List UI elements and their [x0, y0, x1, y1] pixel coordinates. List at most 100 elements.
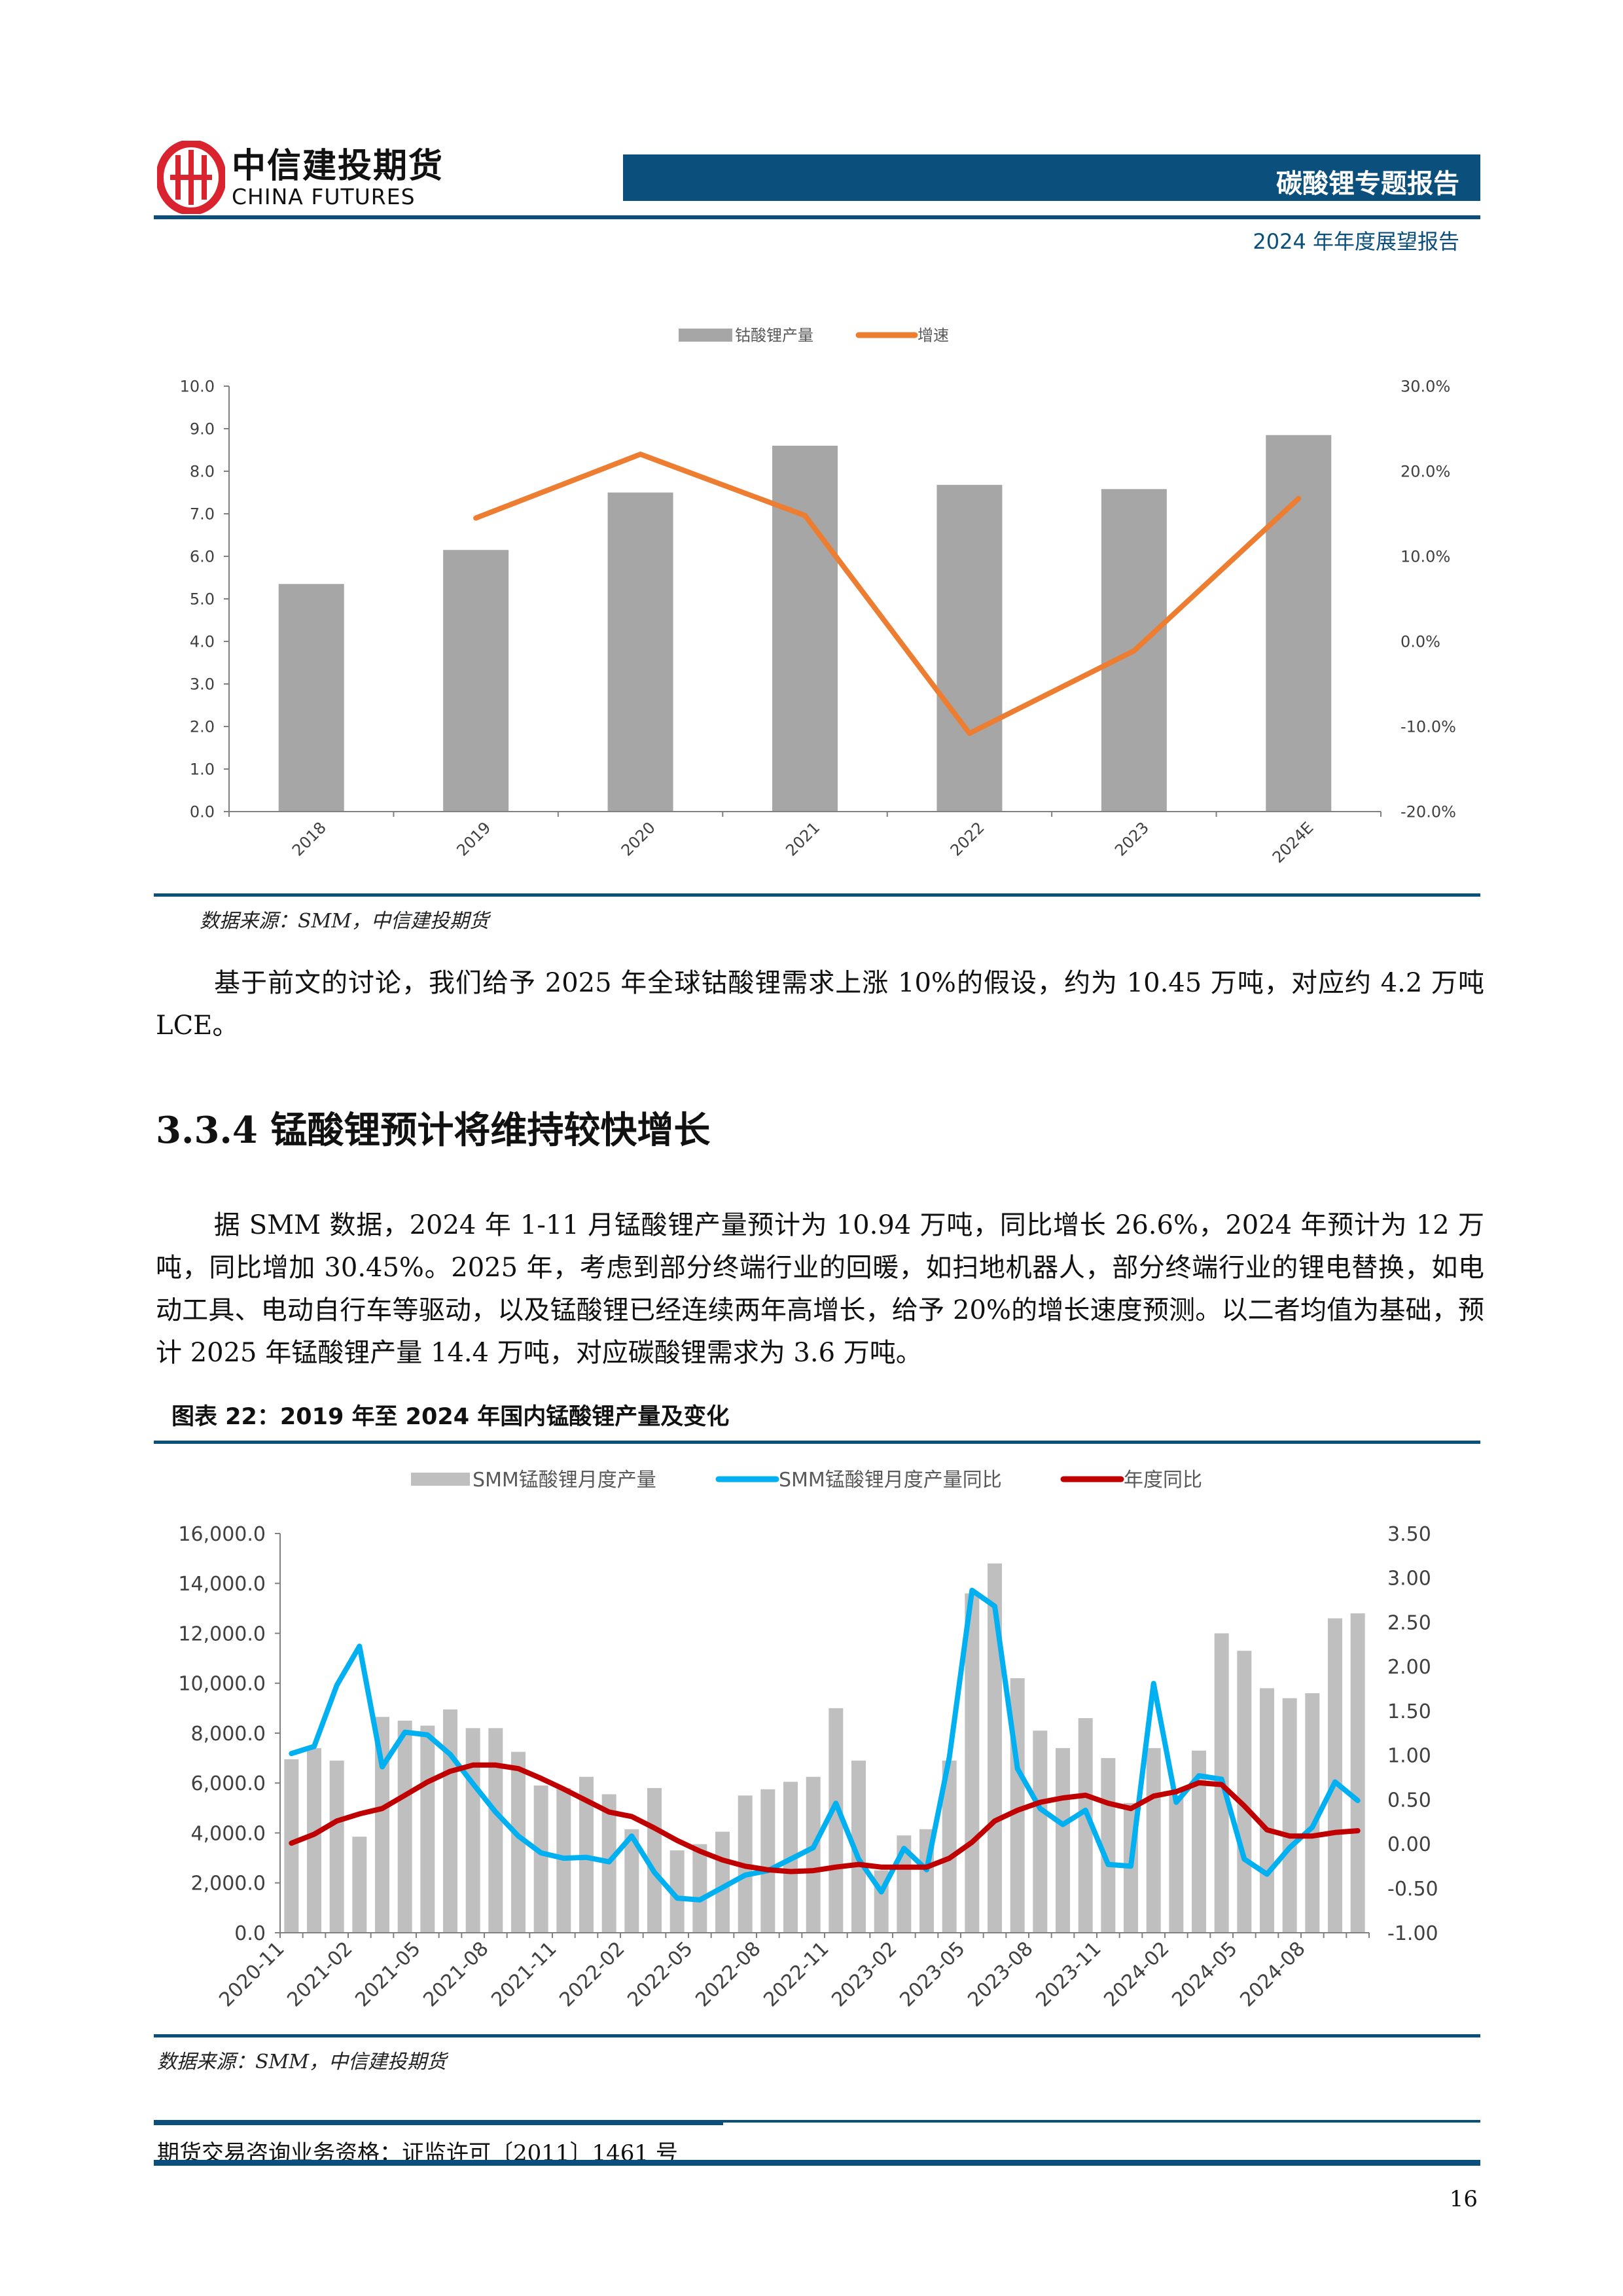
chart1-source: 数据来源：SMM，中信建投期货: [200, 910, 489, 933]
y2-tick-label: -10.0%: [1400, 718, 1456, 736]
y-tick-label: 6,000.0: [190, 1772, 266, 1795]
header-rule: [154, 215, 1480, 219]
y2-tick-label: -0.50: [1387, 1878, 1438, 1901]
bar: [307, 1748, 321, 1933]
bar: [511, 1751, 526, 1933]
bar: [1305, 1693, 1320, 1933]
y-tick-label: 4.0: [190, 633, 215, 651]
bar: [443, 550, 509, 812]
y-tick-label: 0.0: [190, 803, 215, 821]
series-line: [473, 452, 1302, 736]
bar: [1266, 435, 1332, 812]
report-type: 碳酸锂专题报告: [1276, 169, 1459, 199]
y2-tick-label: -1.00: [1387, 1922, 1438, 1945]
x-tick-label: 2022-08: [691, 1937, 765, 2011]
legend-label: 年度同比: [1124, 1469, 1202, 1492]
lithium-cobaltate-chart: 钴酸锂产量 增速 0.0 1.0 2.0 3.0 4.0 5.0 6.0 7.0 8.0 9.0 10.…: [180, 327, 1456, 867]
bar: [692, 1844, 707, 1933]
bar: [1282, 1698, 1297, 1933]
y-tick-label: 3.0: [190, 675, 215, 694]
bar: [851, 1760, 866, 1933]
y2-tick-label: 3.50: [1387, 1523, 1431, 1546]
y2-tick-label: 1.50: [1387, 1700, 1431, 1723]
legend-label: 钴酸锂产量: [735, 327, 813, 345]
y-tick-label: 8,000.0: [190, 1723, 266, 1746]
x-tick-label: 2022: [947, 818, 988, 859]
paragraph-1-text: 基于前文的讨论，我们给予 2025 年全球钴酸锂需求上涨 10%的假设，约为 1…: [156, 968, 1484, 1041]
y-tick-label: 1.0: [190, 761, 215, 779]
y-tick-label: 9.0: [190, 420, 215, 439]
bar: [465, 1728, 480, 1933]
y2-tick-label: 20.0%: [1400, 463, 1450, 481]
bar: [1192, 1750, 1206, 1933]
paragraph-1: 基于前文的讨论，我们给予 2025 年全球钴酸锂需求上涨 10%的假设，约为 1…: [156, 962, 1484, 1047]
y-tick-label: 7.0: [190, 505, 215, 524]
x-tick-label: 2023: [1111, 818, 1152, 859]
x-tick-label: 2024-08: [1236, 1937, 1310, 2011]
y-tick-label: 14,000.0: [178, 1573, 266, 1596]
y-tick-label: 2.0: [190, 718, 215, 736]
bar: [1056, 1748, 1070, 1933]
chart2-bottom-rule: [154, 2034, 1480, 2037]
x-tick-label: 2018: [289, 818, 330, 859]
section-heading: 3.3.4 锰酸锂预计将维持较快增长: [156, 1109, 711, 1152]
y2-tick-label: 0.50: [1387, 1789, 1431, 1812]
logo-en-text: CHINA FUTURES: [232, 184, 416, 209]
bar: [988, 1563, 1002, 1933]
legend-label: SMM锰酸锂月度产量同比: [779, 1469, 1002, 1492]
y2-tick-label: 2.50: [1387, 1611, 1431, 1634]
x-tick-label: 2022-02: [555, 1937, 629, 2011]
series-line: [289, 1762, 1361, 1874]
bar: [1260, 1688, 1274, 1933]
y-tick-label: 2,000.0: [190, 1873, 266, 1895]
bar: [488, 1728, 503, 1933]
x-tick-label: 2019: [453, 818, 494, 859]
bar: [829, 1708, 844, 1933]
legend-label: 增速: [918, 327, 949, 345]
x-tick-label: 2021-11: [487, 1937, 561, 2011]
bar: [397, 1720, 412, 1933]
x-tick-label: 2022-05: [623, 1937, 697, 2011]
x-tick-label: 2023-11: [1031, 1937, 1105, 2011]
bar: [760, 1789, 776, 1933]
y2-tick-label: 3.00: [1387, 1568, 1431, 1590]
chart1-bottom-rule: [154, 893, 1480, 897]
y-tick-label: 0.0: [234, 1922, 266, 1945]
bar: [772, 446, 838, 812]
y2-tick-label: 0.0%: [1400, 633, 1440, 651]
y2-tick-label: 2.00: [1387, 1656, 1431, 1679]
footer-rule-short: [154, 2120, 723, 2125]
lithium-manganate-chart: SMM锰酸锂月度产量 SMM锰酸锂月度产量同比 年度同比 0.0 2,000.0 4,00…: [178, 1469, 1438, 2011]
bar: [329, 1760, 344, 1933]
bar: [352, 1837, 367, 1933]
footer-bottom-rule: [154, 2160, 1480, 2166]
bar: [1350, 1613, 1365, 1933]
y-tick-label: 5.0: [190, 590, 215, 609]
y2-tick-label: -20.0%: [1400, 803, 1456, 821]
bar: [936, 484, 1003, 812]
paragraph-2: 据 SMM 数据，2024 年 1-11 月锰酸锂产量预计为 10.94 万吨，…: [156, 1204, 1484, 1374]
bar: [533, 1785, 548, 1933]
company-logo: 中信建投期货 CHINA FUTURES: [157, 141, 445, 214]
bar: [806, 1776, 821, 1933]
paragraph-2-text: 据 SMM 数据，2024 年 1-11 月锰酸锂产量预计为 10.94 万吨，…: [156, 1210, 1484, 1368]
x-tick-label: 2024-02: [1099, 1937, 1173, 2011]
bar: [420, 1725, 435, 1933]
bar: [1169, 1795, 1184, 1933]
y-tick-label: 16,000.0: [178, 1523, 266, 1546]
bar: [375, 1717, 389, 1933]
x-tick-label: 2021-05: [351, 1937, 425, 2011]
footer-rule-long: [154, 2120, 1480, 2123]
y-tick-label: 10.0: [180, 378, 215, 396]
logo-cn-text: 中信建投期货: [232, 147, 444, 186]
y2-tick-label: 0.00: [1387, 1833, 1431, 1856]
bar: [1237, 1651, 1252, 1933]
x-tick-label: 2023-05: [895, 1937, 969, 2011]
y-tick-label: 4,000.0: [190, 1822, 266, 1845]
x-tick-label: 2022-11: [759, 1937, 833, 2011]
legend-label: SMM锰酸锂月度产量: [473, 1469, 656, 1492]
figure-22-caption: 图表 22：2019 年至 2024 年国内锰酸锂产量及变化: [171, 1404, 730, 1430]
bar: [607, 492, 673, 812]
bar: [1033, 1731, 1048, 1933]
x-tick-label: 2024E: [1269, 818, 1317, 867]
